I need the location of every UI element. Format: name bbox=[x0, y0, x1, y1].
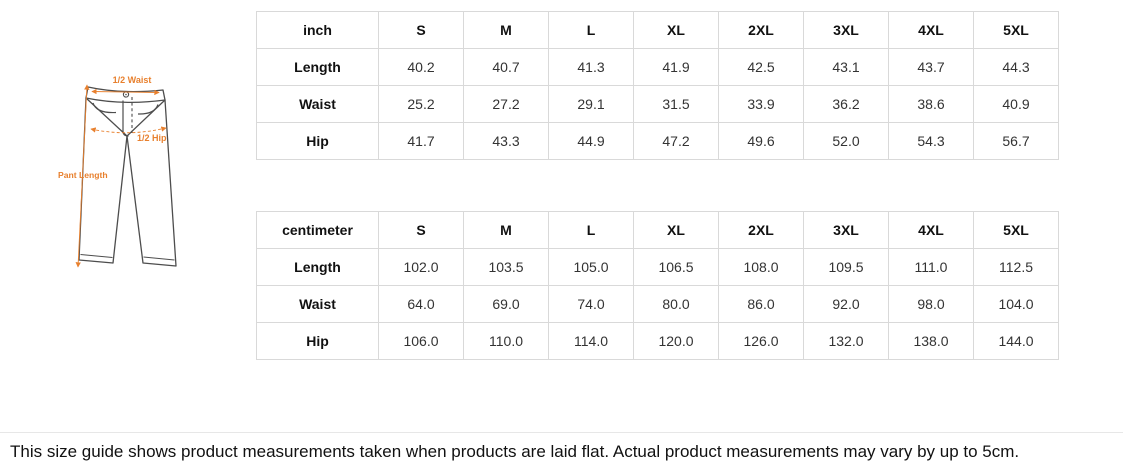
value-cell: 120.0 bbox=[633, 322, 719, 360]
size-header-cell: 2XL bbox=[718, 11, 804, 49]
value-cell: 40.7 bbox=[463, 48, 549, 86]
value-cell: 112.5 bbox=[973, 248, 1059, 286]
unit-header-cell: centimeter bbox=[256, 211, 379, 249]
value-cell: 126.0 bbox=[718, 322, 804, 360]
value-cell: 41.7 bbox=[378, 122, 464, 160]
size-header-cell: 3XL bbox=[803, 211, 889, 249]
right-pocket-curve bbox=[137, 104, 159, 115]
left-pocket-curve bbox=[92, 102, 117, 114]
hip-dimension-curve bbox=[90, 126, 167, 134]
footnote: This size guide shows product measuremen… bbox=[10, 442, 1020, 461]
value-cell: 105.0 bbox=[548, 248, 634, 286]
value-cell: 40.2 bbox=[378, 48, 464, 86]
row-label-cell: Hip bbox=[256, 322, 379, 360]
value-cell: 144.0 bbox=[973, 322, 1059, 360]
value-cell: 43.7 bbox=[888, 48, 974, 86]
waist-button-dot bbox=[125, 93, 127, 96]
unit-header-cell: inch bbox=[256, 11, 379, 49]
table-row-length: Length 102.0 103.5 105.0 106.5 108.0 109… bbox=[256, 248, 1059, 286]
size-header-cell: XL bbox=[633, 11, 719, 49]
value-cell: 33.9 bbox=[718, 85, 804, 123]
value-cell: 69.0 bbox=[463, 285, 549, 323]
value-cell: 108.0 bbox=[718, 248, 804, 286]
value-cell: 44.3 bbox=[973, 48, 1059, 86]
size-header-cell: 3XL bbox=[803, 11, 889, 49]
value-cell: 41.9 bbox=[633, 48, 719, 86]
size-table-inch: inch S M L XL 2XL 3XL 4XL 5XL Length 40.… bbox=[256, 11, 1059, 160]
value-cell: 40.9 bbox=[973, 85, 1059, 123]
value-cell: 43.1 bbox=[803, 48, 889, 86]
size-header-cell: 5XL bbox=[973, 211, 1059, 249]
value-cell: 106.5 bbox=[633, 248, 719, 286]
value-cell: 111.0 bbox=[888, 248, 974, 286]
value-cell: 43.3 bbox=[463, 122, 549, 160]
fly-seam bbox=[122, 100, 129, 137]
value-cell: 52.0 bbox=[803, 122, 889, 160]
size-header-cell: M bbox=[463, 211, 549, 249]
table-row-hip: Hip 106.0 110.0 114.0 120.0 126.0 132.0 … bbox=[256, 322, 1059, 360]
value-cell: 41.3 bbox=[548, 48, 634, 86]
table-header-row: inch S M L XL 2XL 3XL 4XL 5XL bbox=[256, 11, 1059, 49]
table-row-length: Length 40.2 40.7 41.3 41.9 42.5 43.1 43.… bbox=[256, 48, 1059, 86]
table-row-waist: Waist 64.0 69.0 74.0 80.0 86.0 92.0 98.0… bbox=[256, 285, 1059, 323]
hip-dimension-label: 1/2 Hip bbox=[137, 133, 167, 143]
size-table-centimeter: centimeter S M L XL 2XL 3XL 4XL 5XL Leng… bbox=[256, 211, 1059, 360]
value-cell: 38.6 bbox=[888, 85, 974, 123]
value-cell: 44.9 bbox=[548, 122, 634, 160]
value-cell: 74.0 bbox=[548, 285, 634, 323]
table-row-waist: Waist 25.2 27.2 29.1 31.5 33.9 36.2 38.6… bbox=[256, 85, 1059, 123]
size-header-cell: 4XL bbox=[888, 11, 974, 49]
row-label-cell: Waist bbox=[256, 285, 379, 323]
value-cell: 25.2 bbox=[378, 85, 464, 123]
size-header-cell: XL bbox=[633, 211, 719, 249]
value-cell: 49.6 bbox=[718, 122, 804, 160]
value-cell: 42.5 bbox=[718, 48, 804, 86]
value-cell: 132.0 bbox=[803, 322, 889, 360]
value-cell: 104.0 bbox=[973, 285, 1059, 323]
value-cell: 110.0 bbox=[463, 322, 549, 360]
waist-dimension-label: 1/2 Waist bbox=[113, 75, 152, 85]
table-row-hip: Hip 41.7 43.3 44.9 47.2 49.6 52.0 54.3 5… bbox=[256, 122, 1059, 160]
pant-length-dimension-line bbox=[75, 84, 90, 268]
value-cell: 47.2 bbox=[633, 122, 719, 160]
value-cell: 31.5 bbox=[633, 85, 719, 123]
value-cell: 64.0 bbox=[378, 285, 464, 323]
value-cell: 92.0 bbox=[803, 285, 889, 323]
size-header-cell: 2XL bbox=[718, 211, 804, 249]
value-cell: 56.7 bbox=[973, 122, 1059, 160]
table-header-row: centimeter S M L XL 2XL 3XL 4XL 5XL bbox=[256, 211, 1059, 249]
waist-dimension-line bbox=[91, 88, 160, 96]
row-label-cell: Length bbox=[256, 248, 379, 286]
value-cell: 80.0 bbox=[633, 285, 719, 323]
value-cell: 103.5 bbox=[463, 248, 549, 286]
size-header-cell: S bbox=[378, 11, 464, 49]
value-cell: 106.0 bbox=[378, 322, 464, 360]
size-header-cell: L bbox=[548, 11, 634, 49]
divider bbox=[0, 432, 1123, 433]
size-header-cell: M bbox=[463, 11, 549, 49]
row-label-cell: Length bbox=[256, 48, 379, 86]
row-label-cell: Hip bbox=[256, 122, 379, 160]
size-header-cell: 5XL bbox=[973, 11, 1059, 49]
value-cell: 29.1 bbox=[548, 85, 634, 123]
value-cell: 27.2 bbox=[463, 85, 549, 123]
value-cell: 102.0 bbox=[378, 248, 464, 286]
value-cell: 86.0 bbox=[718, 285, 804, 323]
size-header-cell: L bbox=[548, 211, 634, 249]
pant-length-dimension-label: Pant Length bbox=[58, 170, 108, 180]
value-cell: 98.0 bbox=[888, 285, 974, 323]
size-header-cell: 4XL bbox=[888, 211, 974, 249]
right-hem-stitch bbox=[143, 256, 175, 261]
value-cell: 114.0 bbox=[548, 322, 634, 360]
value-cell: 138.0 bbox=[888, 322, 974, 360]
size-header-cell: S bbox=[378, 211, 464, 249]
value-cell: 109.5 bbox=[803, 248, 889, 286]
row-label-cell: Waist bbox=[256, 85, 379, 123]
value-cell: 36.2 bbox=[803, 85, 889, 123]
pants-measurement-diagram: 1/2 Waist 1/2 Hip Pant Length bbox=[58, 75, 177, 268]
value-cell: 54.3 bbox=[888, 122, 974, 160]
